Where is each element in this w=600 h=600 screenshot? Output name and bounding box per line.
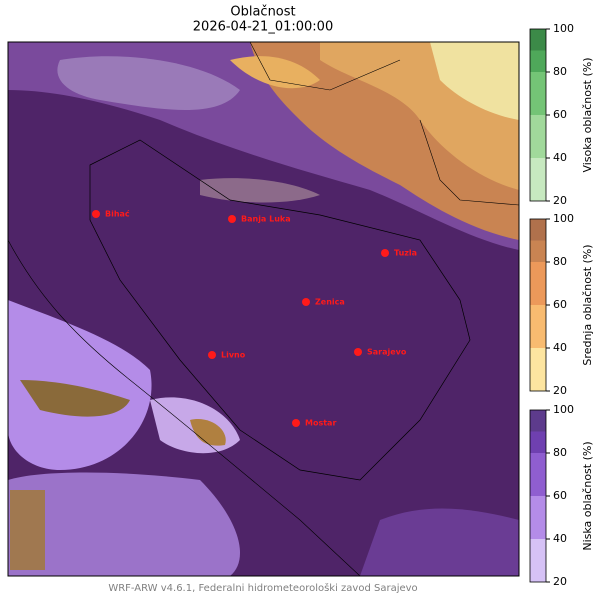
colorbar-tick-label: 40 bbox=[553, 532, 567, 545]
colorbar-band bbox=[530, 305, 546, 348]
colorbar-band bbox=[530, 348, 546, 391]
colorbar-band bbox=[530, 219, 546, 241]
city-label: Sarajevo bbox=[367, 348, 407, 357]
city-marker bbox=[92, 210, 100, 218]
city-label: Mostar bbox=[305, 419, 336, 428]
footer: WRF-ARW v4.6.1, Federalni hidrometeorolo… bbox=[108, 582, 417, 594]
city-label: Livno bbox=[221, 351, 246, 360]
city-marker bbox=[208, 351, 216, 359]
map bbox=[8, 42, 519, 576]
colorbar-tick-label: 60 bbox=[553, 489, 567, 502]
city-label: Bihać bbox=[105, 209, 130, 219]
colorbar-label: Visoka oblačnost (%) bbox=[581, 57, 594, 172]
colorbar-tick-label: 20 bbox=[553, 575, 567, 588]
colorbar-band bbox=[530, 115, 546, 158]
subtitle: 2026-04-21_01:00:00 bbox=[193, 20, 333, 35]
colorbar-tick-label: 80 bbox=[553, 65, 567, 78]
city-label: Banja Luka bbox=[241, 215, 291, 224]
colorbar-band bbox=[530, 410, 546, 432]
colorbar-band bbox=[530, 158, 546, 201]
colorbar-tick-label: 20 bbox=[553, 384, 567, 397]
colorbar-tick-label: 80 bbox=[553, 446, 567, 459]
colorbar-tick-label: 40 bbox=[553, 341, 567, 354]
colorbar-tick-label: 100 bbox=[553, 22, 574, 35]
city-label: Zenica bbox=[315, 298, 345, 307]
colorbar-band bbox=[530, 50, 546, 72]
colorbar-band bbox=[530, 431, 546, 453]
colorbar-band bbox=[530, 496, 546, 539]
title: Oblačnost bbox=[230, 5, 295, 20]
colorbar-tick-label: 80 bbox=[553, 255, 567, 268]
colorbar-band bbox=[530, 453, 546, 496]
colorbar-band bbox=[530, 29, 546, 51]
colorbar-label: Srednja oblačnost (%) bbox=[581, 244, 594, 365]
colorbar-label: Niska oblačnost (%) bbox=[581, 441, 594, 550]
city-marker bbox=[292, 419, 300, 427]
colorbar-tick-label: 20 bbox=[553, 194, 567, 207]
city-marker bbox=[228, 215, 236, 223]
colorbar-tick-label: 60 bbox=[553, 108, 567, 121]
colorbar-tick-label: 100 bbox=[553, 212, 574, 225]
city-marker bbox=[381, 249, 389, 257]
city-marker bbox=[354, 348, 362, 356]
city-marker bbox=[302, 298, 310, 306]
colorbar-tick-label: 100 bbox=[553, 403, 574, 416]
colorbar-band bbox=[530, 240, 546, 262]
colorbar-tick-label: 40 bbox=[553, 151, 567, 164]
colorbar-tick-label: 60 bbox=[553, 298, 567, 311]
city-label: Tuzla bbox=[394, 249, 417, 258]
colorbar-band bbox=[530, 72, 546, 115]
colorbar-band bbox=[530, 262, 546, 305]
colorbar-band bbox=[530, 539, 546, 582]
map-frame bbox=[7, 41, 520, 577]
